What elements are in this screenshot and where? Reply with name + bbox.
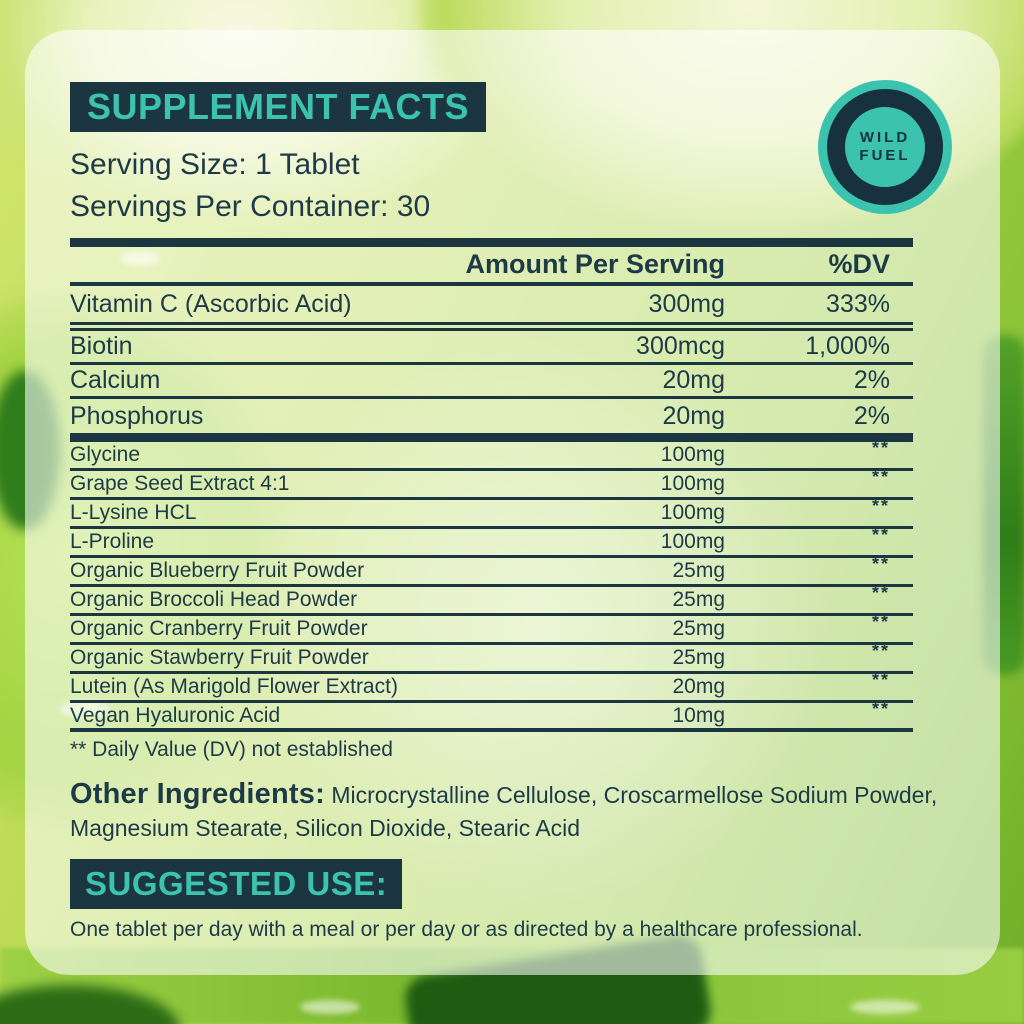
table-row: Lutein (As Marigold Flower Extract) 20mg…	[70, 670, 913, 703]
nutrient-name: Calcium	[70, 366, 161, 394]
supplement-label-panel: WILD FUEL SUPPLEMENT FACTS Serving Size:…	[25, 30, 1000, 975]
table-mid-rule	[70, 433, 913, 442]
other-ingredients-text: Microcrystalline Cellulose, Croscarmello…	[70, 782, 938, 841]
logo-ring: WILD FUEL	[827, 89, 943, 205]
nutrient-dv: **	[725, 641, 913, 670]
table-row: Grape Seed Extract 4:1 100mg **	[70, 467, 913, 500]
dv-footnote: ** Daily Value (DV) not established	[70, 738, 393, 761]
table-row: Calcium 20mg 2%	[70, 365, 913, 399]
nutrient-name: Phosphorus	[70, 401, 204, 430]
nutrient-amount: 300mcg	[636, 332, 725, 360]
supplement-facts-table: Amount Per Serving %DV Vitamin C (Ascorb…	[70, 238, 913, 762]
amount-per-serving-header: Amount Per Serving	[465, 249, 725, 279]
nutrient-name: Lutein (As Marigold Flower Extract)	[70, 675, 398, 698]
logo-text: WILD FUEL	[859, 129, 910, 165]
percent-dv-header: %DV	[828, 249, 890, 279]
table-row: Biotin 300mcg 1,000%	[70, 331, 913, 365]
suggested-use-text: One tablet per day with a meal or per da…	[70, 918, 863, 941]
serving-info: Serving Size: 1 Tablet Servings Per Cont…	[70, 144, 938, 228]
nutrient-amount: 10mg	[672, 703, 725, 727]
asterisks: **	[871, 641, 890, 661]
table-row: Organic Blueberry Fruit Powder 25mg **	[70, 554, 913, 587]
nutrient-amount: 100mg	[660, 530, 725, 553]
label-content: SUPPLEMENT FACTS Serving Size: 1 Tablet …	[70, 30, 938, 975]
nutrient-name: Organic Stawberry Fruit Powder	[70, 646, 369, 669]
supplement-facts-heading-bar: SUPPLEMENT FACTS	[70, 82, 487, 132]
nutrient-name: L-Proline	[70, 530, 155, 553]
logo-line-wild: WILD	[859, 129, 911, 146]
table-row: L-Lysine HCL 100mg **	[70, 496, 913, 529]
nutrient-dv: **	[725, 670, 913, 699]
nutrient-amount: 20mg	[662, 401, 725, 430]
nutrient-dv: 2%	[853, 366, 890, 394]
nutrient-dv: **	[725, 583, 913, 612]
nutrient-amount: 100mg	[660, 443, 725, 466]
suggested-use-title: SUGGESTED USE:	[85, 865, 388, 902]
table-row: Glycine 100mg **	[70, 438, 913, 471]
serving-size-text: Serving Size: 1 Tablet	[70, 148, 360, 181]
table-row: Organic Cranberry Fruit Powder 25mg **	[70, 612, 913, 645]
nutrient-amount: 100mg	[660, 501, 725, 524]
nutrient-name: L-Lysine HCL	[70, 501, 197, 524]
nutrient-dv: **	[725, 438, 913, 467]
nutrient-amount: 300mg	[648, 289, 725, 318]
asterisks: **	[871, 583, 890, 603]
asterisks: **	[871, 525, 890, 545]
nutrient-dv: **	[725, 525, 913, 554]
nutrient-name: Grape Seed Extract 4:1	[70, 472, 290, 495]
asterisks: **	[871, 438, 890, 458]
nutrient-amount: 25mg	[672, 588, 725, 611]
nutrient-name: Organic Cranberry Fruit Powder	[70, 617, 368, 640]
table-row: Organic Broccoli Head Powder 25mg **	[70, 583, 913, 616]
nutrient-amount: 25mg	[672, 617, 725, 640]
supplement-facts-title: SUPPLEMENT FACTS	[87, 86, 470, 127]
nutrient-amount: 25mg	[672, 559, 725, 582]
nutrient-dv: **	[725, 554, 913, 583]
nutrient-amount: 20mg	[662, 366, 725, 394]
asterisks: **	[871, 612, 890, 632]
main-nutrient-rows: Vitamin C (Ascorbic Acid) 300mg 333% Bio…	[70, 286, 913, 433]
nutrient-dv: **	[725, 699, 913, 728]
servings-per-container-text: Servings Per Container: 30	[70, 190, 431, 223]
nutrient-name: Organic Broccoli Head Powder	[70, 588, 358, 611]
table-header-row: Amount Per Serving %DV	[70, 247, 913, 286]
nutrient-name: Vegan Hyaluronic Acid	[70, 703, 281, 727]
secondary-nutrient-rows: Glycine 100mg ** Grape Seed Extract 4:1 …	[70, 438, 913, 732]
nutrient-dv: 2%	[853, 401, 890, 430]
asterisks: **	[871, 467, 890, 487]
nutrient-name: Glycine	[70, 443, 141, 466]
nutrient-dv: 333%	[826, 289, 890, 318]
asterisks: **	[871, 670, 890, 690]
asterisks: **	[871, 698, 890, 719]
wild-fuel-logo: WILD FUEL	[818, 80, 952, 214]
other-ingredients: Other Ingredients: Microcrystalline Cell…	[70, 778, 950, 845]
nutrient-name: Biotin	[70, 332, 133, 360]
table-row: Organic Stawberry Fruit Powder 25mg **	[70, 641, 913, 674]
table-top-rule	[70, 238, 913, 247]
nutrient-dv: **	[725, 612, 913, 641]
table-row: L-Proline 100mg **	[70, 525, 913, 558]
table-row: Phosphorus 20mg 2%	[70, 399, 913, 433]
lime-highlight	[300, 1000, 360, 1014]
lime-highlight	[850, 1000, 920, 1014]
nutrient-dv: **	[725, 467, 913, 496]
table-row: Vitamin C (Ascorbic Acid) 300mg 333%	[70, 286, 913, 331]
nutrient-amount: 20mg	[672, 675, 725, 698]
nutrient-amount: 100mg	[660, 472, 725, 495]
other-ingredients-label: Other Ingredients:	[70, 778, 325, 810]
nutrient-name: Vitamin C (Ascorbic Acid)	[70, 289, 352, 318]
asterisks: **	[871, 554, 890, 574]
nutrient-name: Organic Blueberry Fruit Powder	[70, 559, 365, 582]
logo-line-fuel: FUEL	[859, 147, 911, 164]
suggested-use-heading-bar: SUGGESTED USE:	[70, 859, 403, 909]
table-row: Vegan Hyaluronic Acid 10mg **	[70, 699, 913, 732]
asterisks: **	[871, 496, 890, 516]
nutrient-amount: 25mg	[672, 646, 725, 669]
nutrient-dv: **	[725, 496, 913, 525]
nutrient-dv: 1,000%	[805, 332, 890, 360]
